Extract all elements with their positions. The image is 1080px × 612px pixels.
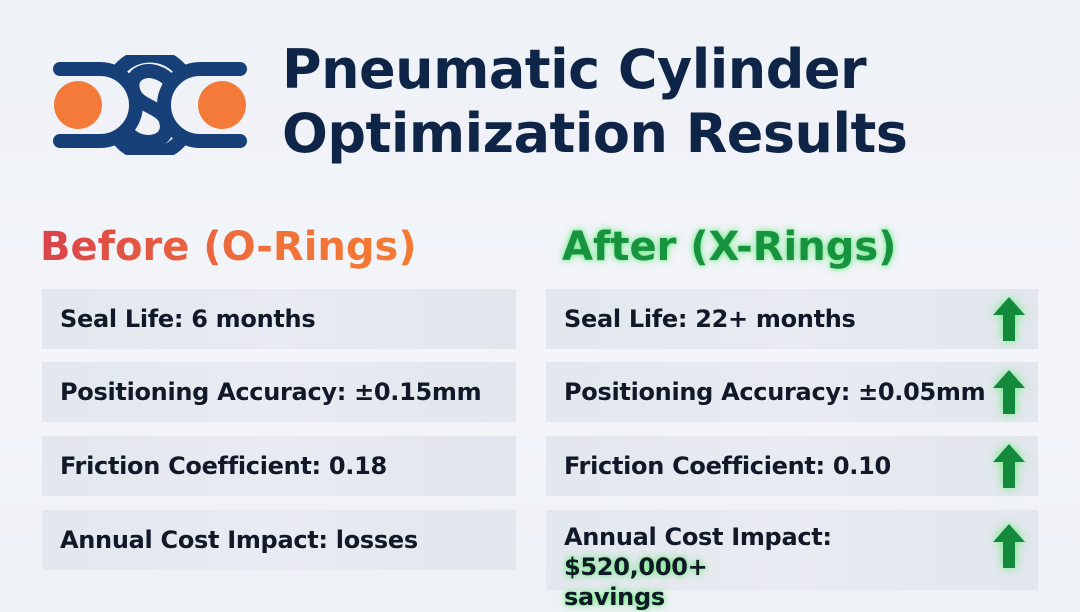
arrow-up-icon — [993, 524, 1025, 568]
title-line-2: Optimization Results — [282, 102, 908, 165]
row-label: Annual Cost Impact: $520,000+ savings — [564, 522, 982, 612]
row-label-prefix: Annual Cost Impact: — [564, 523, 832, 551]
before-heading: Before (O-Rings) — [40, 224, 417, 270]
logo-mark-icon — [53, 48, 247, 162]
before-row-positioning-accuracy: Positioning Accuracy: ±0.15mm — [42, 362, 516, 422]
before-row-friction-coefficient: Friction Coefficient: 0.18 — [42, 436, 516, 496]
row-label: Friction Coefficient: 0.18 — [60, 452, 387, 480]
dsc-logo — [50, 48, 250, 162]
row-label: Seal Life: 22+ months — [564, 305, 856, 333]
row-label: Positioning Accuracy: ±0.05mm — [564, 378, 986, 406]
title-line-1: Pneumatic Cylinder — [282, 38, 867, 101]
row-label: Seal Life: 6 months — [60, 305, 316, 333]
page-title: Pneumatic Cylinder Optimization Results — [282, 38, 908, 166]
after-row-positioning-accuracy: Positioning Accuracy: ±0.05mm — [546, 362, 1038, 422]
row-label: Annual Cost Impact: losses — [60, 526, 418, 554]
after-row-seal-life: Seal Life: 22+ months — [546, 289, 1038, 349]
arrow-up-icon — [993, 444, 1025, 488]
before-row-seal-life: Seal Life: 6 months — [42, 289, 516, 349]
savings-word: savings — [564, 583, 665, 611]
after-row-friction-coefficient: Friction Coefficient: 0.10 — [546, 436, 1038, 496]
savings-amount: $520,000+ — [564, 553, 708, 581]
row-label: Friction Coefficient: 0.10 — [564, 452, 891, 480]
before-row-annual-cost: Annual Cost Impact: losses — [42, 510, 516, 570]
after-row-annual-cost: Annual Cost Impact: $520,000+ savings — [546, 510, 1038, 611]
arrow-up-icon — [993, 297, 1025, 341]
arrow-up-icon — [993, 370, 1025, 414]
row-label: Positioning Accuracy: ±0.15mm — [60, 378, 482, 406]
after-heading: After (X-Rings) — [562, 224, 897, 270]
